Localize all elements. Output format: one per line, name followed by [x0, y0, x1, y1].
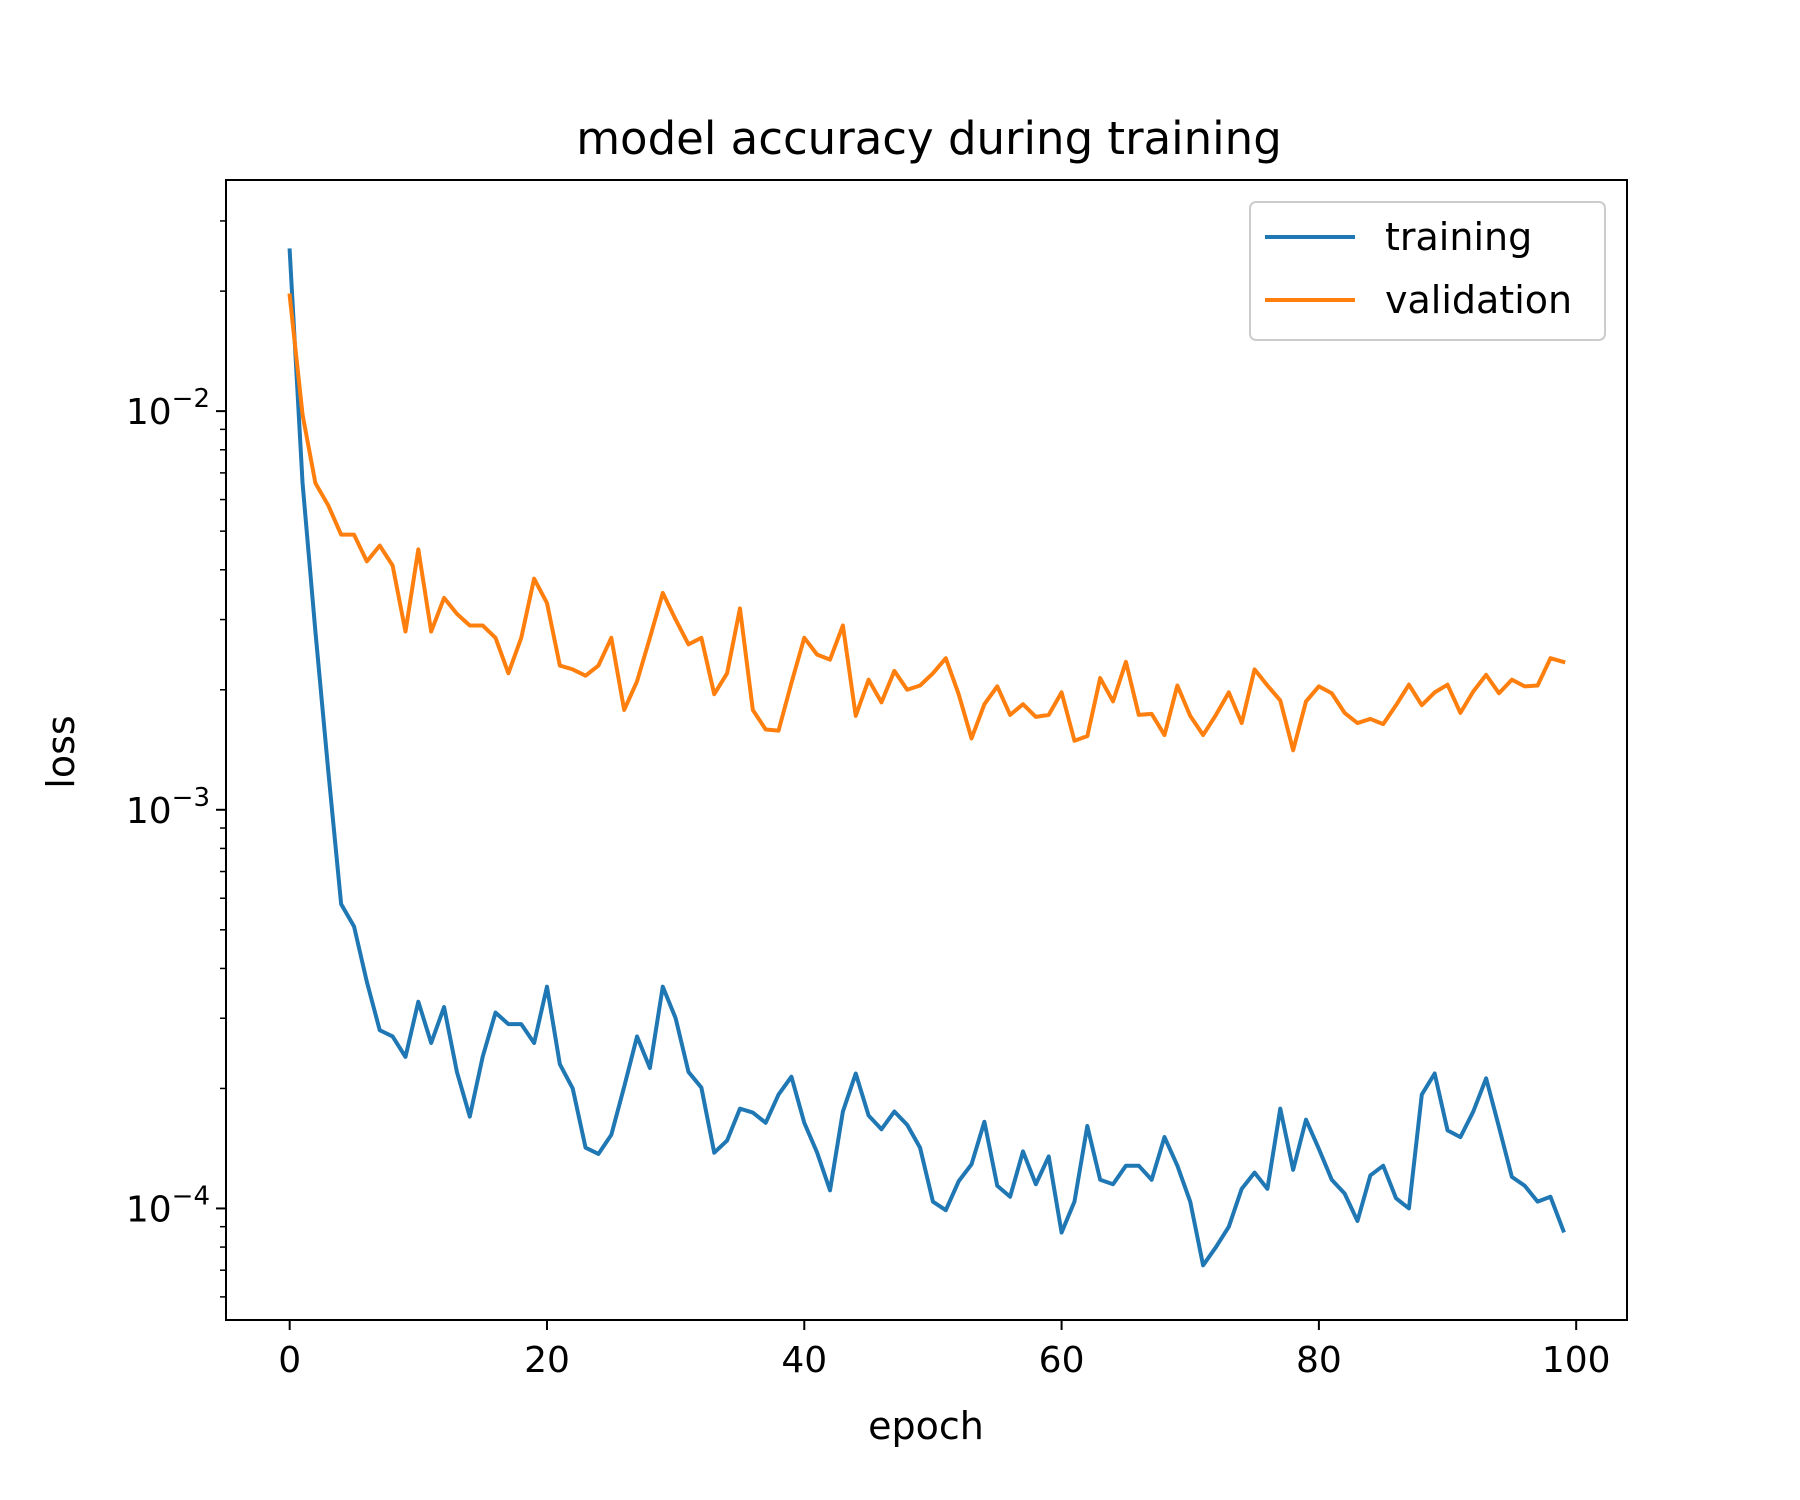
y-axis: 10−4 10−3 10−2 [126, 220, 226, 1298]
plot-frame [225, 179, 1628, 1321]
x-tick-label: 100 [1542, 1340, 1611, 1381]
x-tick-label: 80 [1296, 1340, 1342, 1381]
series-line-training [287, 248, 1566, 1268]
chart-title: model accuracy during training [576, 112, 1282, 165]
x-axis: 0 20 40 60 80 100 [278, 1320, 1611, 1381]
x-tick-label: 60 [1039, 1340, 1085, 1381]
plot-lines [287, 248, 1566, 1268]
x-tick-label: 20 [524, 1340, 570, 1381]
y-tick-label: 10−4 [126, 1181, 210, 1230]
x-tick-label: 0 [278, 1340, 301, 1381]
legend-label-training: training [1385, 215, 1532, 259]
legend-label-validation: validation [1385, 278, 1572, 322]
series-line-validation [287, 293, 1566, 753]
y-axis-label: loss [39, 715, 83, 788]
x-tick-label: 40 [781, 1340, 827, 1381]
x-axis-label: epoch [868, 1404, 984, 1448]
legend: training validation [1249, 201, 1606, 341]
y-tick-label: 10−3 [126, 783, 210, 832]
y-tick-label: 10−2 [126, 384, 210, 433]
